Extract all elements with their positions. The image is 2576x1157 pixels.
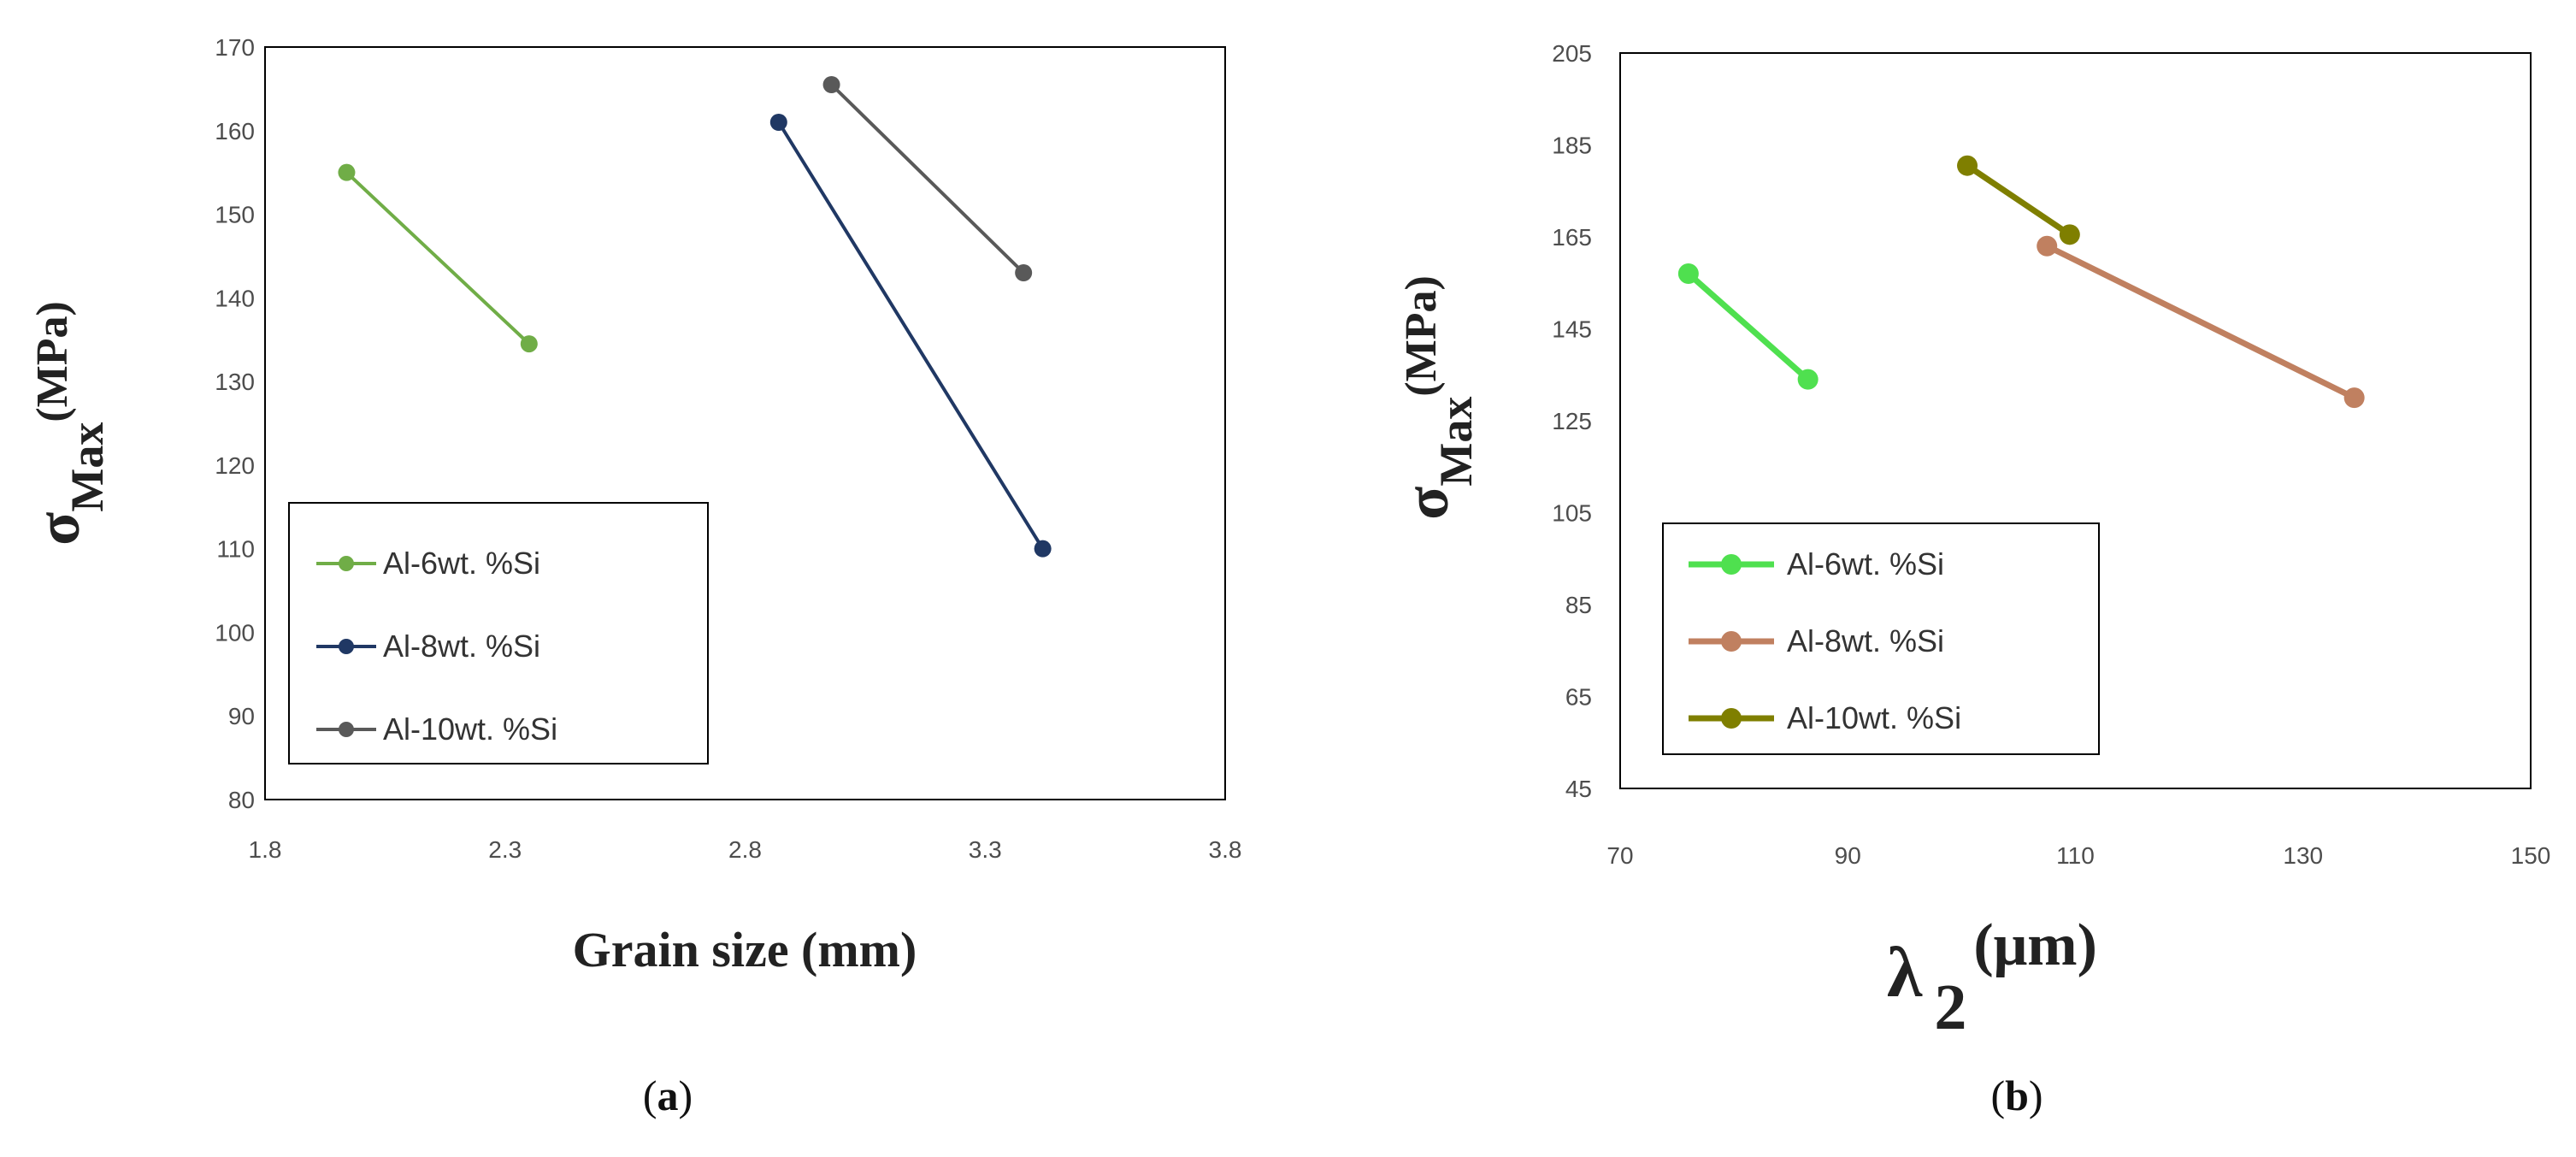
data-point bbox=[1797, 369, 1819, 390]
y-axis-title-b: σMax(MPa) bbox=[1393, 275, 1482, 520]
y-tick-label: 145 bbox=[1552, 316, 1592, 343]
x-axis-title-a: Grain size (mm) bbox=[573, 922, 917, 977]
x-tick-label: 2.8 bbox=[728, 836, 762, 863]
legend-label: Al-8wt. %Si bbox=[1787, 623, 1944, 658]
x-tick-label: 3.8 bbox=[1209, 836, 1242, 863]
y-tick-label: 130 bbox=[215, 369, 255, 395]
legend-marker bbox=[339, 639, 354, 654]
y-tick-label: 65 bbox=[1565, 684, 1592, 711]
series-group-a bbox=[338, 76, 1052, 558]
legend-label: Al-10wt. %Si bbox=[383, 711, 557, 747]
y-tick-label: 160 bbox=[215, 118, 255, 145]
y-tick-label: 205 bbox=[1552, 40, 1592, 67]
legend-marker bbox=[339, 556, 354, 571]
panel-caption-b: (b) bbox=[1990, 1071, 2043, 1119]
svg-text:σMax(MPa): σMax(MPa) bbox=[24, 301, 113, 546]
x-tick-labels-b: 70 90 110 130 150 bbox=[1606, 842, 2550, 869]
series-group-b bbox=[1677, 155, 2365, 409]
y-axis-title-a-unit: (MPa) bbox=[28, 301, 77, 422]
series-line bbox=[829, 83, 1026, 274]
y-tick-labels-b: 45 65 85 105 125 145 165 185 205 bbox=[1552, 40, 1592, 802]
x-axis-title-b: λ 2(μm) bbox=[1887, 912, 2097, 1043]
series-line bbox=[776, 121, 1045, 551]
y-tick-label: 100 bbox=[215, 619, 255, 646]
y-axis-title-a-symbol: σ bbox=[24, 512, 92, 546]
y-axis-title-a: σMax(MPa) bbox=[24, 301, 113, 546]
legend-box-a bbox=[288, 502, 709, 764]
series-line bbox=[345, 170, 531, 346]
legend-label: Al-6wt. %Si bbox=[1787, 546, 1944, 581]
x-axis-title-b-subscript: 2 bbox=[1934, 971, 1966, 1043]
y-axis-title-b-subscript: Max bbox=[1430, 397, 1482, 487]
x-tick-label: 150 bbox=[2511, 842, 2551, 869]
y-tick-label: 110 bbox=[216, 536, 255, 563]
legend-label: Al-8wt. %Si bbox=[383, 629, 540, 664]
data-point bbox=[1034, 540, 1052, 558]
series-line bbox=[1964, 162, 2073, 238]
legend-items-a: Al-6wt. %Si Al-8wt. %Si Al-10wt. %Si bbox=[316, 546, 557, 747]
legend-marker bbox=[1721, 708, 1742, 729]
x-tick-label: 1.8 bbox=[249, 836, 282, 863]
x-tick-labels-a: 1.8 2.3 2.8 3.3 3.8 bbox=[249, 836, 1242, 863]
x-tick-label: 130 bbox=[2283, 842, 2323, 869]
data-point bbox=[1677, 263, 1699, 284]
y-tick-labels-a: 80 90 100 110 120 130 140 150 160 170 bbox=[215, 34, 255, 813]
legend-marker bbox=[1721, 554, 1742, 575]
y-tick-label: 165 bbox=[1552, 224, 1592, 251]
series-line bbox=[2043, 243, 2358, 401]
legend-marker bbox=[1721, 631, 1742, 652]
y-tick-label: 140 bbox=[215, 285, 255, 311]
y-tick-label: 90 bbox=[228, 703, 255, 729]
data-point bbox=[822, 76, 840, 93]
legend-label: Al-6wt. %Si bbox=[383, 546, 540, 581]
x-axis-title-b-unit: (μm) bbox=[1973, 912, 2097, 978]
x-tick-label: 70 bbox=[1606, 842, 1633, 869]
x-tick-label: 110 bbox=[2056, 842, 2095, 869]
y-axis-title-b-unit: (MPa) bbox=[1397, 275, 1446, 396]
x-tick-label: 90 bbox=[1835, 842, 1861, 869]
y-tick-label: 125 bbox=[1552, 408, 1592, 434]
chart-panel-b: 45 65 85 105 125 145 165 185 205 70 90 110 130 150 A… bbox=[1393, 40, 2550, 1119]
x-tick-label: 3.3 bbox=[969, 836, 1002, 863]
y-tick-label: 185 bbox=[1552, 133, 1592, 159]
svg-text:σMax(MPa): σMax(MPa) bbox=[1393, 275, 1482, 520]
svg-text:λ2(μm): λ 2(μm) bbox=[1887, 912, 2097, 1043]
data-point bbox=[1015, 264, 1033, 281]
panel-caption-a: (a) bbox=[643, 1071, 693, 1119]
y-tick-label: 150 bbox=[215, 202, 255, 228]
data-point bbox=[769, 114, 787, 131]
data-point bbox=[520, 335, 538, 353]
x-axis-title-b-symbol: λ bbox=[1887, 933, 1923, 1012]
data-point bbox=[2343, 387, 2365, 409]
chart-panel-a: 80 90 100 110 120 130 140 150 160 170 1.8 2.3 2.8 3.… bbox=[24, 34, 1241, 1119]
y-tick-label: 105 bbox=[1552, 500, 1592, 527]
legend-items-b: Al-6wt. %Si Al-8wt. %Si Al-10wt. %Si bbox=[1689, 546, 1961, 735]
data-point bbox=[2037, 235, 2058, 257]
data-point bbox=[338, 163, 356, 181]
legend-marker bbox=[339, 722, 354, 737]
data-point bbox=[2059, 224, 2080, 245]
series-line bbox=[1685, 270, 1812, 383]
y-tick-label: 45 bbox=[1565, 776, 1592, 802]
x-tick-label: 2.3 bbox=[488, 836, 522, 863]
y-tick-label: 170 bbox=[215, 34, 255, 61]
y-tick-label: 85 bbox=[1565, 592, 1592, 618]
data-point bbox=[1957, 155, 1978, 176]
y-axis-title-a-subscript: Max bbox=[62, 422, 113, 512]
y-axis-title-b-symbol: σ bbox=[1393, 487, 1461, 520]
y-tick-label: 80 bbox=[228, 787, 255, 813]
legend-label: Al-10wt. %Si bbox=[1787, 700, 1961, 735]
y-tick-label: 120 bbox=[215, 452, 255, 479]
